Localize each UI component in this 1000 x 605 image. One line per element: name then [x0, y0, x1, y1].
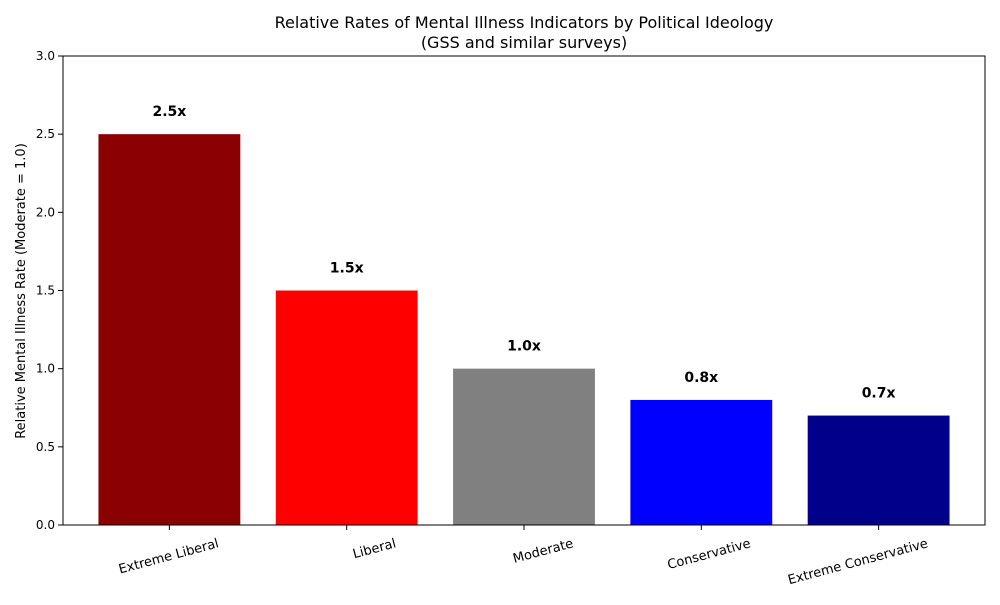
y-axis-label: Relative Mental Illness Rate (Moderate =… [14, 143, 29, 439]
x-category-label: Extreme Conservative [786, 536, 929, 588]
y-tick-label: 0.0 [36, 518, 55, 532]
x-category-label: Conservative [666, 536, 752, 573]
x-categories-layer: Extreme Liberal Liberal Moderate Conservati… [117, 525, 930, 588]
plot-frame [62, 55, 986, 526]
data-label: 0.8x [684, 370, 718, 386]
chart-title: Relative Rates of Mental Illness Indicat… [275, 13, 774, 32]
y-tick-label: 0.5 [36, 440, 55, 454]
x-category-label: Moderate [511, 536, 575, 566]
bar-moderate [453, 368, 595, 525]
data-label: 0.7x [862, 386, 896, 402]
bar-extreme-conservative [807, 415, 950, 525]
y-tick-label: 2.5 [36, 127, 55, 141]
bar-conservative [630, 399, 773, 525]
y-tick-label: 1.5 [36, 284, 55, 298]
data-label: 1.0x [507, 339, 541, 355]
y-tick-label: 2.0 [36, 205, 55, 219]
bar-liberal [275, 290, 418, 525]
data-label: 2.5x [152, 104, 186, 120]
y-ticks-layer: 0.0 0.5 1.0 1.5 2.0 2.5 3.0 [36, 49, 63, 532]
chart-subtitle: (GSS and similar surveys) [421, 33, 627, 52]
y-tick-label: 3.0 [36, 49, 55, 63]
data-labels-layer: 2.5x 1.5x 1.0x 0.8x 0.7x [152, 104, 895, 401]
data-label: 1.5x [330, 261, 364, 277]
bars-layer [98, 134, 950, 525]
bar-extreme-liberal [98, 134, 241, 525]
y-tick-label: 1.0 [36, 362, 55, 376]
x-category-label: Liberal [351, 536, 397, 562]
x-category-label: Extreme Liberal [117, 536, 220, 577]
